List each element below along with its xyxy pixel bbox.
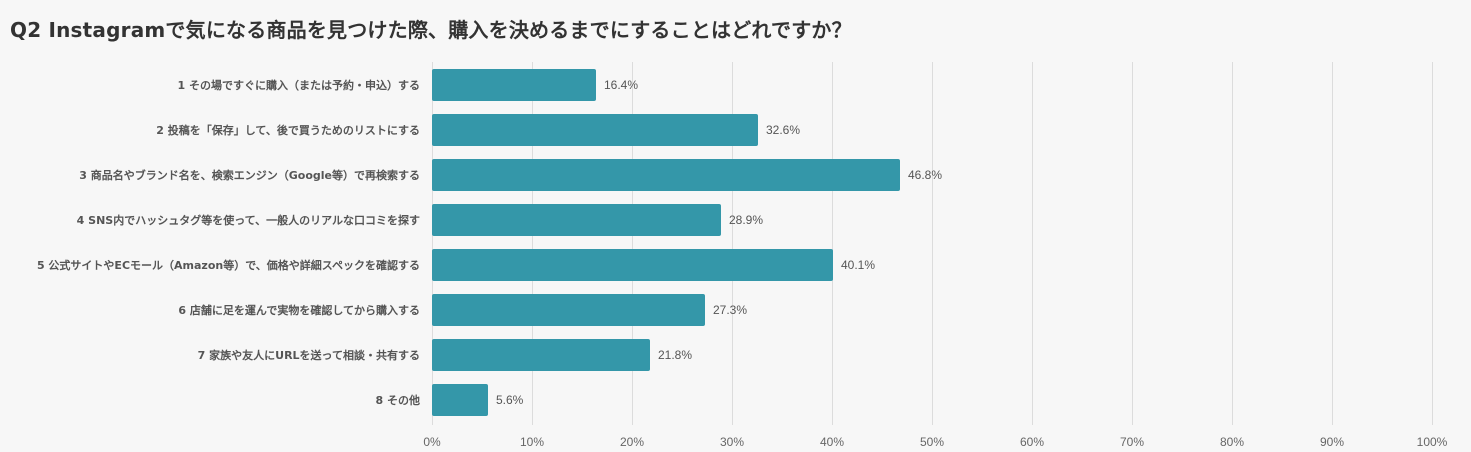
data-label: 28.9% <box>729 213 763 227</box>
category-label: 5 公式サイトやECモール（Amazon等）で、価格や詳細スペックを確認する <box>37 258 420 272</box>
bar <box>432 114 758 146</box>
x-tick-label: 0% <box>423 435 441 449</box>
x-tick-label: 30% <box>720 435 744 449</box>
x-tick-label: 20% <box>620 435 644 449</box>
bar <box>432 249 833 281</box>
x-tick-label: 90% <box>1320 435 1344 449</box>
x-tick-label: 50% <box>920 435 944 449</box>
category-label: 8 その他 <box>376 393 420 407</box>
data-label: 16.4% <box>604 78 638 92</box>
category-label: 6 店舗に足を運んで実物を確認してから購入する <box>178 303 420 317</box>
bars: 1 その場ですぐに購入（または予約・申込）する 16.4% 2 投稿を「保存」して、… <box>37 69 942 416</box>
x-axis-ticks: 0% 10% 20% 30% 40% 50% 60% 70% 80% 90% 100% <box>423 435 1447 449</box>
category-label: 4 SNS内でハッシュタグ等を使って、一般人のリアルな口コミを探す <box>77 213 420 227</box>
x-tick-label: 100% <box>1417 435 1448 449</box>
bar <box>432 339 650 371</box>
category-label: 3 商品名やブランド名を、検索エンジン（Google等）で再検索する <box>79 168 420 182</box>
bar <box>432 69 596 101</box>
data-label: 5.6% <box>496 393 524 407</box>
x-tick-label: 80% <box>1220 435 1244 449</box>
category-label: 1 その場ですぐに購入（または予約・申込）する <box>178 78 420 92</box>
chart-title: Q2 Instagramで気になる商品を見つけた際、購入を決めるまでにすることは… <box>10 18 852 42</box>
x-tick-label: 40% <box>820 435 844 449</box>
bar <box>432 384 488 416</box>
data-label: 32.6% <box>766 123 800 137</box>
category-label: 7 家族や友人にURLを送って相談・共有する <box>198 348 420 362</box>
data-label: 40.1% <box>841 258 875 272</box>
x-tick-label: 60% <box>1020 435 1044 449</box>
data-label: 27.3% <box>713 303 747 317</box>
bar <box>432 204 721 236</box>
data-label: 21.8% <box>658 348 692 362</box>
bar <box>432 159 900 191</box>
x-tick-label: 10% <box>520 435 544 449</box>
x-tick-label: 70% <box>1120 435 1144 449</box>
category-label: 2 投稿を「保存」して、後で買うためのリストにする <box>156 123 420 137</box>
data-label: 46.8% <box>908 168 942 182</box>
bar <box>432 294 705 326</box>
